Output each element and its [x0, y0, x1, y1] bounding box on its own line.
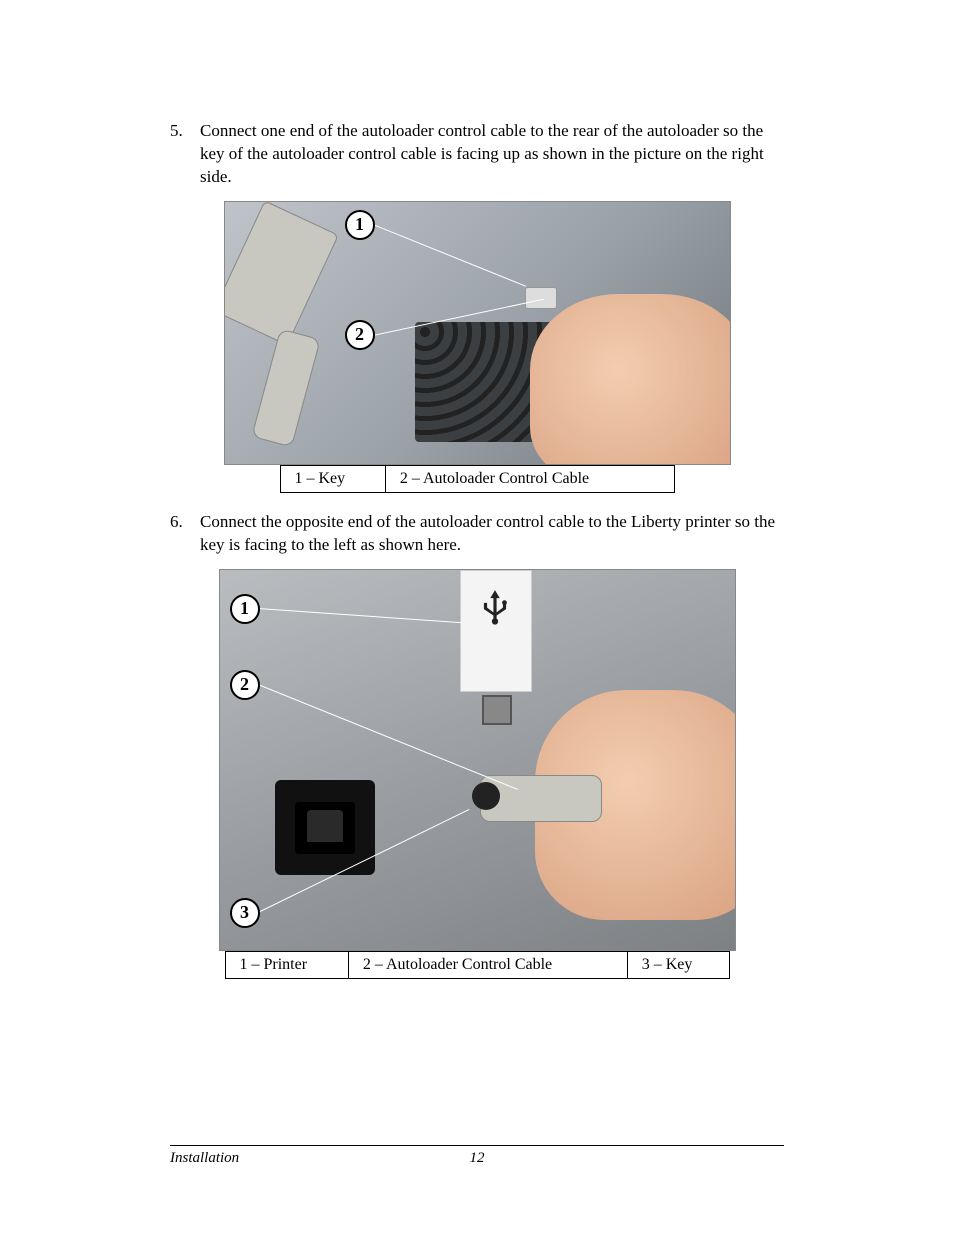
figure-1-legend-table: 1 – Key 2 – Autoloader Control Cable — [280, 465, 675, 493]
plug-tip — [525, 287, 557, 309]
figure-2-image: 1 2 3 — [219, 569, 736, 951]
figure-2-callout-2: 2 — [230, 670, 260, 700]
figure-2-callout-3: 3 — [230, 898, 260, 928]
figure-1-callout-1: 1 — [345, 210, 375, 240]
figure-2-legend-cell-2: 2 – Autoloader Control Cable — [348, 951, 627, 978]
figure-2-legend-cell-3: 3 – Key — [627, 951, 729, 978]
figure-1-callout-2: 2 — [345, 320, 375, 350]
document-page: 5. Connect one end of the autoloader con… — [0, 0, 954, 1235]
figure-2-legend-table: 1 – Printer 2 – Autoloader Control Cable… — [225, 951, 730, 979]
page-footer: Installation 12 — [170, 1145, 784, 1167]
footer-row: Installation 12 — [170, 1150, 784, 1167]
footer-rule — [170, 1145, 784, 1146]
figure-1-image: 1 2 — [224, 201, 731, 465]
figure-1: 1 2 1 – Key 2 – Autoloader Control Cable — [170, 201, 784, 493]
usb-icon — [476, 576, 514, 636]
figure-1-legend-cell-2: 2 – Autoloader Control Cable — [385, 465, 674, 492]
power-inlet-socket — [295, 802, 355, 854]
table-row: 1 – Printer 2 – Autoloader Control Cable… — [225, 951, 729, 978]
step-5: 5. Connect one end of the autoloader con… — [170, 120, 784, 189]
table-row: 1 – Key 2 – Autoloader Control Cable — [280, 465, 674, 492]
figure-1-legend-cell-1: 1 – Key — [280, 465, 385, 492]
figure-2-legend-cell-1: 1 – Printer — [225, 951, 348, 978]
hand — [530, 294, 731, 465]
step-6-number: 6. — [170, 511, 200, 557]
step-6: 6. Connect the opposite end of the autol… — [170, 511, 784, 557]
footer-page-number: 12 — [170, 1150, 784, 1167]
figure-2: 1 2 3 1 – Printer 2 – Autoloader Control… — [170, 569, 784, 979]
step-5-number: 5. — [170, 120, 200, 189]
step-6-text: Connect the opposite end of the autoload… — [200, 511, 784, 557]
usb-port — [482, 695, 512, 725]
step-5-text: Connect one end of the autoloader contro… — [200, 120, 784, 189]
plug-ring — [472, 782, 500, 810]
figure-2-callout-1: 1 — [230, 594, 260, 624]
